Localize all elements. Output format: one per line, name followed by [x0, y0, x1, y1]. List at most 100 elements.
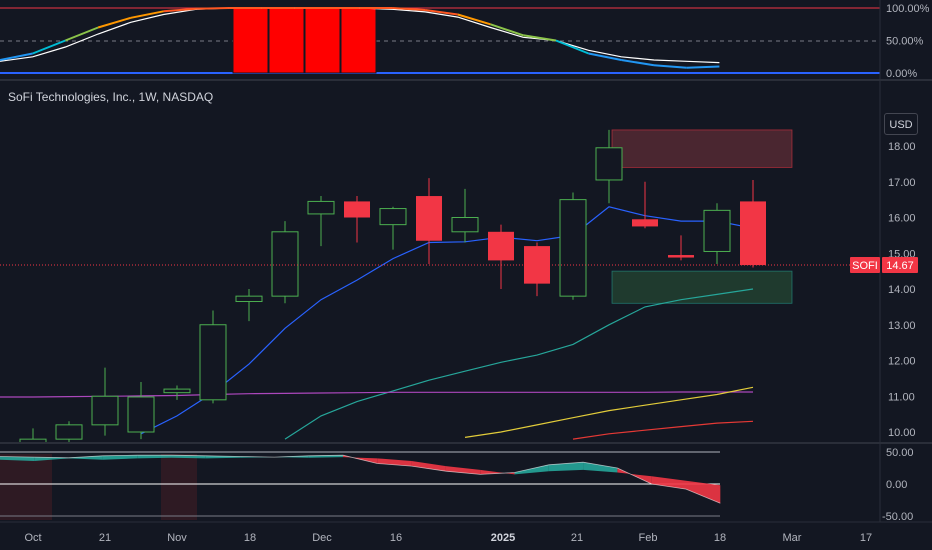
oscillator-fill-segment [34, 457, 69, 461]
price-tick-label: 14.00 [888, 284, 916, 296]
oscillator-segment [555, 39, 589, 55]
candle [632, 181, 658, 229]
time-axis: Oct 21 Nov 18 Dec 16 2025 21 Feb 18 Mar 17 [24, 532, 872, 544]
time-tick-label: 21 [99, 532, 111, 544]
price-tick-label: 13.00 [888, 320, 916, 332]
oscillator-tick-label: 50.00% [886, 36, 924, 48]
oscillator-segment [130, 10, 164, 19]
moving-average-line [572, 420, 754, 440]
price-tick-label: 18.00 [888, 141, 916, 153]
candle [703, 203, 731, 264]
oscillator-segment [653, 64, 687, 69]
overbought-bar [268, 7, 305, 74]
oscillator-segment [523, 34, 557, 42]
time-tick-label: 18 [244, 532, 256, 544]
oscillator-fill-segment [102, 455, 138, 460]
chart-title: SoFi Technologies, Inc., 1W, NASDAQ [8, 90, 213, 104]
time-tick-label: Nov [167, 532, 187, 544]
top-oscillator-panel [0, 7, 880, 74]
time-tick-label: 17 [860, 532, 872, 544]
candle [668, 235, 694, 261]
candle [740, 179, 766, 268]
oscillator-fill-segment [686, 480, 721, 504]
oscillator-segment [457, 13, 491, 26]
time-tick-label: Feb [639, 532, 658, 544]
oscillator-fast-line [0, 454, 721, 504]
candle [451, 188, 479, 243]
oscillator-segment [32, 39, 66, 55]
oscillator-segment [490, 23, 524, 37]
price-tick-label: 12.00 [888, 356, 916, 368]
oscillator-fill-segment [445, 466, 481, 475]
time-tick-label: 21 [571, 532, 583, 544]
currency-selector[interactable]: USD [884, 113, 918, 135]
time-tick-label: Dec [312, 532, 332, 544]
oscillator-segment [97, 16, 132, 29]
oscillator-tick-label: -50.00 [882, 511, 913, 523]
time-tick-label: 16 [390, 532, 402, 544]
moving-averages-group [0, 206, 754, 440]
zones-group [611, 129, 793, 304]
candle [55, 421, 83, 443]
oscillator-segment [163, 7, 197, 13]
last-price-label: 14.67 [886, 260, 914, 272]
oscillator-main-line [0, 7, 720, 69]
candle [163, 385, 191, 400]
resistance-zone [611, 129, 793, 168]
bottom-oscillator-panel [0, 451, 721, 520]
negative-shade-1 [0, 454, 52, 520]
time-tick-label: 18 [714, 532, 726, 544]
price-tick-label: 17.00 [888, 177, 916, 189]
time-tick-label: Mar [783, 532, 802, 544]
candle [488, 224, 514, 289]
candle [344, 196, 370, 243]
oscillator-segment [621, 59, 655, 67]
oscillator-fill-segment [480, 469, 515, 475]
time-tick-label: 2025 [491, 532, 515, 544]
oscillator-fill-segment [68, 455, 103, 460]
overbought-bar [304, 7, 341, 74]
oscillator-fill-group [0, 454, 721, 504]
candle [307, 196, 335, 247]
oscillator-fill-segment [411, 461, 446, 472]
oscillator-fill-segment [583, 462, 618, 473]
oscillator-segment [686, 65, 720, 69]
candle [199, 310, 227, 404]
candle [595, 129, 623, 204]
negative-shade-2 [161, 454, 197, 520]
symbol-price-badge: SOFI 14.67 [850, 257, 918, 274]
moving-average-line [140, 206, 754, 435]
price-tick-label: 16.00 [888, 213, 916, 225]
oscillator-fill-segment [0, 456, 35, 461]
oscillator-fill-segment [651, 476, 686, 490]
price-tick-label: 11.00 [888, 391, 915, 403]
moving-average-line [284, 288, 754, 440]
oscillator-tick-label: 0.00% [886, 68, 917, 80]
oscillator-tick-label: 50.00 [886, 447, 914, 459]
oscillator-segment [65, 26, 99, 42]
candle [127, 381, 155, 440]
price-panel: SoFi Technologies, Inc., 1W, NASDAQ [0, 90, 880, 444]
oscillator-segment [196, 7, 229, 10]
overbought-bar [340, 7, 377, 74]
time-tick-label: Oct [24, 532, 41, 544]
candle [235, 289, 263, 322]
symbol-label: SOFI [852, 260, 878, 272]
oscillator-tick-label: 0.00 [886, 479, 907, 491]
oscillator-fill-segment [514, 464, 549, 475]
candle [91, 367, 119, 436]
price-tick-label: 10.00 [888, 427, 916, 439]
moving-average-line [464, 386, 754, 438]
candle [271, 221, 299, 304]
oscillator-tick-label: 100.00% [886, 3, 930, 15]
overbought-bar [232, 7, 269, 74]
right-price-axis: 100.00% 50.00% 0.00% 10.00 11.00 12.00 13.00 1… [850, 0, 930, 523]
candle [379, 206, 407, 250]
oscillator-segment [0, 52, 33, 61]
moving-average-line [0, 391, 753, 398]
overbought-highlight-group [232, 7, 377, 74]
candle [559, 192, 587, 300]
support-zone [611, 270, 793, 304]
